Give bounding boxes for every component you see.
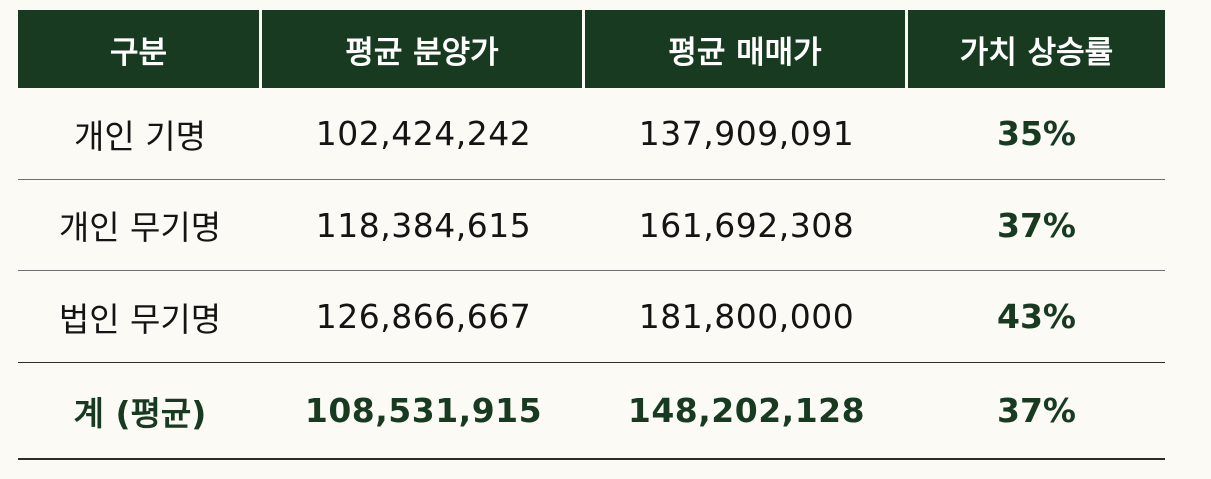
row-avg-trade-price: 137,909,091	[638, 114, 855, 153]
row-category: 법인 무기명	[58, 299, 222, 339]
header-avg-trade-price: 평균 매매가	[585, 10, 908, 88]
table-header: 구분 평균 분양가 평균 매매가 가치 상승률	[18, 10, 1165, 88]
total-avg-sale-price: 108,531,915	[304, 391, 543, 430]
row-category: 개인 무기명	[58, 208, 222, 247]
row-avg-sale-price: 126,866,667	[315, 297, 532, 336]
header-category: 구분	[18, 10, 262, 88]
price-comparison-table: 구분 평균 분양가 평균 매매가 가치 상승률 개인 기명 102,424,24…	[18, 10, 1165, 460]
header-value-increase-rate: 가치 상승률	[908, 10, 1165, 88]
table-row: 개인 기명 102,424,242 137,909,091 35%	[18, 88, 1165, 180]
row-avg-sale-price: 102,424,242	[315, 114, 532, 153]
header-avg-sale-price: 평균 분양가	[262, 10, 585, 88]
row-rate: 37%	[997, 205, 1076, 245]
total-rate: 37%	[997, 391, 1076, 430]
row-rate: 43%	[997, 297, 1076, 336]
row-avg-trade-price: 161,692,308	[638, 205, 855, 245]
table-row: 법인 무기명 126,866,667 181,800,000 43%	[18, 271, 1165, 362]
row-category: 개인 기명	[74, 116, 206, 156]
total-row: 계 (평균) 108,531,915 148,202,128 37%	[18, 362, 1165, 460]
row-rate: 35%	[997, 114, 1076, 153]
total-avg-trade-price: 148,202,128	[627, 391, 866, 430]
total-category: 계 (평균)	[73, 393, 207, 433]
row-avg-trade-price: 181,800,000	[638, 297, 855, 336]
table-row: 개인 무기명 118,384,615 161,692,308 37%	[18, 180, 1165, 271]
row-avg-sale-price: 118,384,615	[315, 205, 532, 245]
